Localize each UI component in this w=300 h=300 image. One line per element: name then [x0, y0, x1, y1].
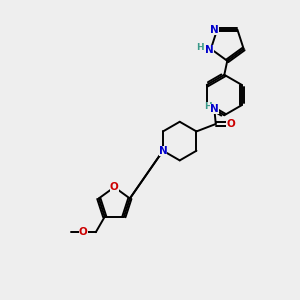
Text: O: O [110, 182, 119, 192]
Text: N: N [159, 146, 167, 156]
Text: N: N [210, 25, 219, 34]
Text: O: O [79, 227, 88, 237]
Text: H: H [196, 43, 203, 52]
Text: O: O [226, 119, 235, 129]
Text: N: N [210, 103, 219, 113]
Text: N: N [205, 45, 214, 56]
Text: H: H [204, 102, 212, 111]
